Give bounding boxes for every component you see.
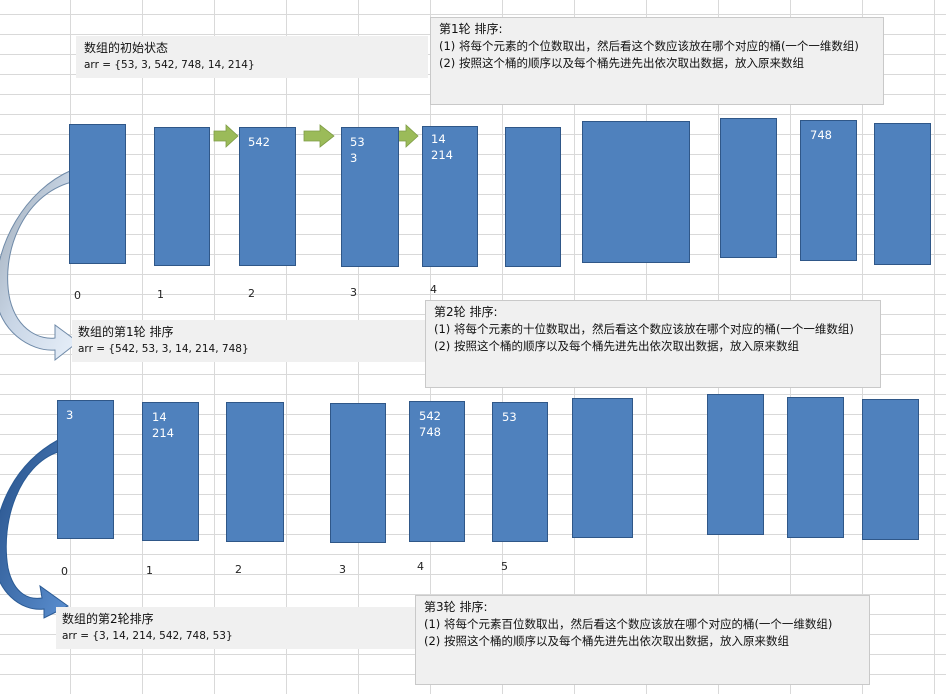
- after-round2-title: 数组的第2轮排序: [62, 612, 154, 626]
- row1-bucket-2: 542: [239, 127, 296, 266]
- round2-step2: (2) 按照这个桶的顺序以及每个桶先进先出依次取出数据，放入原来数组: [434, 339, 799, 353]
- round2-title: 第2轮 排序:: [434, 305, 498, 319]
- row2-bucket-4: 542 748: [409, 401, 465, 542]
- row1-bucket-9: [874, 123, 931, 265]
- row1-bucket-3-values: 53 3: [350, 135, 365, 165]
- round3-step1: (1) 将每个元素百位数取出，然后看这个数应该放在哪个对应的桶(一个一维数组): [424, 617, 833, 631]
- curved-arrow-round1: [0, 169, 79, 362]
- round1-note: 第1轮 排序: (1) 将每个元素的个位数取出，然后看这个数应该放在哪个对应的桶…: [430, 17, 884, 105]
- row2-bucket-2: [226, 402, 284, 542]
- row2-bucket-8: [787, 397, 844, 538]
- row2-bucket-0-values: 3: [66, 408, 74, 422]
- row1-bucket-5: [505, 127, 561, 267]
- row1-bucket-7: [720, 118, 777, 258]
- row2-index-4: 4: [417, 560, 424, 573]
- initial-state-note: 数组的初始状态 arr = {53, 3, 542, 748, 14, 214}: [76, 36, 428, 78]
- row1-bucket-1: [154, 127, 210, 266]
- row1-bucket-8: 748: [800, 120, 857, 261]
- initial-state-array: arr = {53, 3, 542, 748, 14, 214}: [84, 59, 255, 71]
- row1-bucket-2-values: 542: [248, 135, 270, 149]
- row2-bucket-1: 14 214: [142, 402, 199, 541]
- round1-step2: (2) 按照这个桶的顺序以及每个桶先进先出依次取出数据，放入原来数组: [439, 56, 804, 70]
- row1-index-4: 4: [430, 283, 437, 296]
- after-round1-note: 数组的第1轮 排序 arr = {542, 53, 3, 14, 214, 74…: [72, 320, 428, 362]
- green-arrow-1: [213, 124, 239, 148]
- row2-bucket-1-values: 14 214: [152, 410, 174, 440]
- round3-note: 第3轮 排序: (1) 将每个元素百位数取出，然后看这个数应该放在哪个对应的桶(…: [415, 595, 870, 685]
- round2-note: 第2轮 排序: (1) 将每个元素的十位数取出，然后看这个数应该放在哪个对应的桶…: [425, 300, 881, 388]
- after-round2-array: arr = {3, 14, 214, 542, 748, 53}: [62, 630, 233, 642]
- row2-index-0: 0: [61, 565, 68, 578]
- row2-index-3: 3: [339, 563, 346, 576]
- row1-bucket-4: 14 214: [422, 126, 478, 267]
- row2-bucket-4-values: 542 748: [419, 409, 441, 439]
- round2-step1: (1) 将每个元素的十位数取出，然后看这个数应该放在哪个对应的桶(一个一维数组): [434, 322, 854, 336]
- after-round1-array: arr = {542, 53, 3, 14, 214, 748}: [78, 343, 249, 355]
- row2-index-1: 1: [146, 564, 153, 577]
- row1-bucket-3: 53 3: [341, 127, 399, 267]
- green-arrow-3: [395, 124, 419, 148]
- row2-bucket-6: [572, 398, 633, 538]
- initial-state-title: 数组的初始状态: [84, 41, 169, 55]
- row1-index-0: 0: [74, 289, 81, 302]
- row2-bucket-5: 53: [492, 402, 548, 542]
- row2-bucket-5-values: 53: [502, 410, 517, 424]
- green-arrow-2: [303, 124, 335, 148]
- row2-bucket-0: 3: [57, 400, 114, 539]
- row1-bucket-4-values: 14 214: [431, 132, 453, 162]
- row1-index-2: 2: [248, 287, 255, 300]
- row2-index-2: 2: [235, 563, 242, 576]
- row2-index-5: 5: [501, 560, 508, 573]
- row2-bucket-3: [330, 403, 386, 543]
- round3-title: 第3轮 排序:: [424, 600, 488, 614]
- row1-bucket-0: [69, 124, 126, 264]
- row2-bucket-7: [707, 394, 764, 535]
- after-round1-title: 数组的第1轮 排序: [78, 325, 174, 339]
- row2-bucket-9: [862, 399, 919, 540]
- round1-title: 第1轮 排序:: [439, 22, 503, 36]
- round3-step2: (2) 按照这个桶的顺序以及每个桶先进先出依次取出数据，放入原来数组: [424, 634, 789, 648]
- row1-index-3: 3: [350, 286, 357, 299]
- after-round2-note: 数组的第2轮排序 arr = {3, 14, 214, 542, 748, 53…: [56, 607, 416, 649]
- round1-step1: (1) 将每个元素的个位数取出，然后看这个数应该放在哪个对应的桶(一个一维数组): [439, 39, 859, 53]
- row1-index-1: 1: [157, 288, 164, 301]
- row1-bucket-8-values: 748: [810, 128, 832, 142]
- row1-bucket-6: [582, 121, 690, 263]
